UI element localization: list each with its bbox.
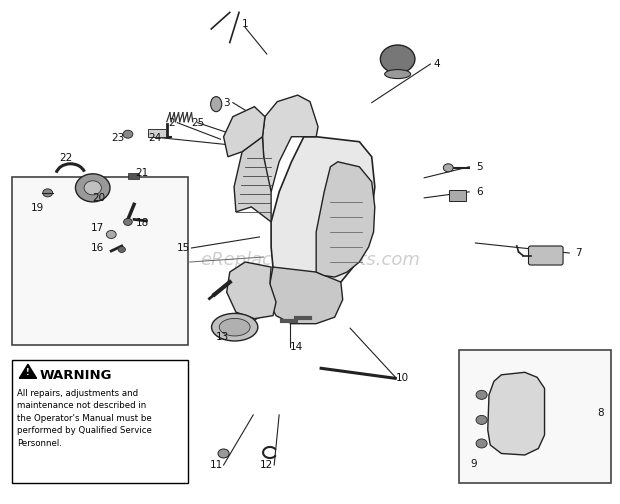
Ellipse shape: [219, 319, 250, 336]
Polygon shape: [262, 95, 318, 192]
Text: 17: 17: [91, 223, 104, 233]
Polygon shape: [227, 262, 276, 319]
Text: All repairs, adjustments and
maintenance not described in
the Operator's Manual : All repairs, adjustments and maintenance…: [17, 389, 153, 448]
Text: 19: 19: [30, 203, 44, 213]
Bar: [459, 350, 611, 482]
Polygon shape: [268, 267, 343, 324]
Bar: [449, 190, 466, 201]
Circle shape: [106, 230, 116, 238]
Polygon shape: [271, 137, 375, 292]
Circle shape: [476, 415, 487, 424]
Bar: [12, 177, 188, 345]
Polygon shape: [224, 107, 265, 157]
Text: 6: 6: [476, 187, 483, 197]
Text: 3: 3: [223, 98, 230, 108]
Ellipse shape: [211, 97, 222, 112]
Polygon shape: [488, 372, 544, 455]
Circle shape: [476, 439, 487, 448]
Circle shape: [43, 189, 53, 197]
Text: 23: 23: [111, 133, 124, 143]
Text: 4: 4: [433, 59, 440, 69]
Bar: [128, 173, 139, 179]
Bar: [12, 360, 188, 482]
Text: 25: 25: [191, 118, 205, 128]
Circle shape: [84, 181, 102, 195]
Circle shape: [218, 449, 229, 458]
Circle shape: [123, 218, 132, 225]
Text: 2: 2: [168, 118, 174, 128]
Text: eReplacementParts.com: eReplacementParts.com: [200, 250, 420, 269]
Text: 9: 9: [470, 459, 477, 469]
Text: 14: 14: [290, 342, 303, 352]
Text: !: !: [26, 368, 30, 377]
Text: 16: 16: [91, 243, 104, 253]
Text: 24: 24: [148, 133, 161, 143]
Text: 1: 1: [242, 19, 249, 29]
Text: 11: 11: [210, 460, 223, 470]
Ellipse shape: [384, 70, 410, 79]
Polygon shape: [316, 162, 375, 277]
Bar: [148, 129, 166, 137]
Text: 20: 20: [92, 193, 105, 203]
Text: 8: 8: [597, 408, 603, 418]
FancyBboxPatch shape: [528, 246, 563, 265]
Text: 15: 15: [177, 243, 190, 253]
Text: WARNING: WARNING: [40, 369, 112, 382]
Text: 12: 12: [260, 460, 273, 470]
Circle shape: [380, 45, 415, 73]
Circle shape: [123, 130, 133, 138]
Circle shape: [476, 390, 487, 399]
Ellipse shape: [211, 313, 258, 341]
Polygon shape: [19, 364, 37, 379]
Circle shape: [76, 174, 110, 202]
Polygon shape: [234, 137, 271, 222]
Text: 13: 13: [216, 332, 229, 342]
Text: 10: 10: [396, 373, 409, 384]
Text: 7: 7: [575, 248, 582, 258]
Text: 18: 18: [136, 218, 149, 228]
Text: 22: 22: [60, 153, 73, 163]
Text: 5: 5: [476, 162, 483, 172]
Circle shape: [443, 164, 453, 172]
Circle shape: [118, 246, 125, 253]
Text: 21: 21: [136, 168, 149, 178]
